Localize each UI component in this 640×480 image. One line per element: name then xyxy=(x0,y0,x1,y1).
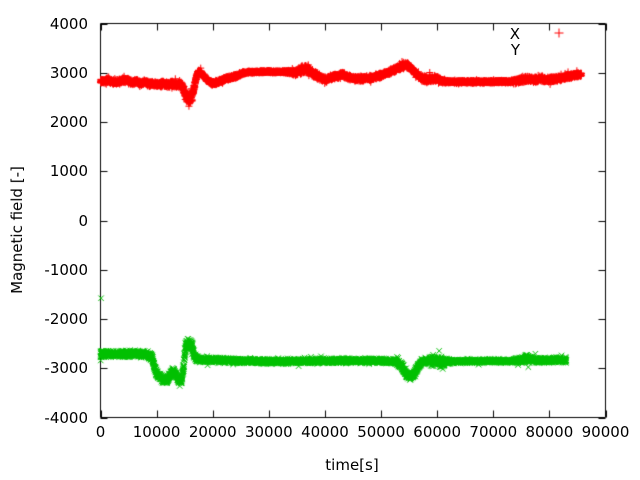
x-tick-label: 0 xyxy=(95,423,106,441)
y-tick-label: -4000 xyxy=(44,408,88,427)
x-tick-label: 60000 xyxy=(413,423,462,441)
x-axis-title: time[s] xyxy=(325,456,379,474)
x-tick-label: 50000 xyxy=(357,423,405,441)
legend-entry-y-label: Y xyxy=(510,41,520,59)
y-tick-label: 2000 xyxy=(49,113,88,131)
y-tick-label: 3000 xyxy=(49,63,88,82)
x-tick-label: 90000 xyxy=(581,423,630,441)
legend-entry-x-label: X xyxy=(509,25,520,43)
x-tick-label: 40000 xyxy=(301,423,349,441)
x-tick-label: 10000 xyxy=(132,423,181,441)
x-tick-label: 30000 xyxy=(244,423,293,441)
y-tick-label: 4000 xyxy=(49,14,88,33)
x-tick-label: 20000 xyxy=(188,423,237,441)
x-tick-label: 70000 xyxy=(469,423,518,441)
x-tick-label: 80000 xyxy=(525,423,574,441)
y-tick-label: 0 xyxy=(78,211,88,230)
y-tick-label: -1000 xyxy=(44,260,88,279)
y-tick-label: -2000 xyxy=(44,310,88,328)
y-tick-label: 1000 xyxy=(49,162,88,181)
y-tick-label: -3000 xyxy=(44,359,88,378)
